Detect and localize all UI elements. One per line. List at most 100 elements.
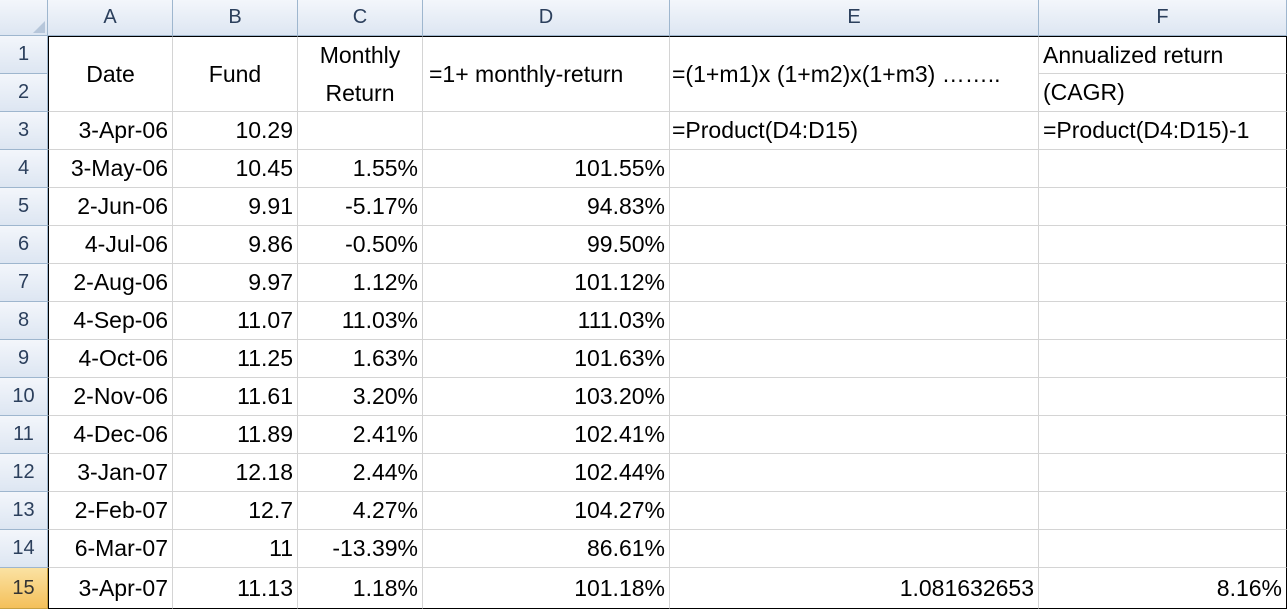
cell-f4[interactable] — [1039, 150, 1287, 188]
cell-b5[interactable]: 9.91 — [173, 188, 298, 226]
cell-a4[interactable]: 3-May-06 — [48, 150, 173, 188]
cell-a1-date-header[interactable]: Date — [48, 36, 173, 112]
row-header-11[interactable]: 11 — [0, 416, 48, 454]
cell-d15[interactable]: 101.18% — [423, 568, 670, 609]
column-header-e[interactable]: E — [670, 0, 1039, 36]
cell-c7[interactable]: 1.12% — [298, 264, 423, 302]
cell-a14[interactable]: 6-Mar-07 — [48, 530, 173, 568]
row-header-14[interactable]: 14 — [0, 530, 48, 568]
cell-e4[interactable] — [670, 150, 1039, 188]
cell-d13[interactable]: 104.27% — [423, 492, 670, 530]
row-header-7[interactable]: 7 — [0, 264, 48, 302]
row-header-13[interactable]: 13 — [0, 492, 48, 530]
cell-b4[interactable]: 10.45 — [173, 150, 298, 188]
cell-f12[interactable] — [1039, 454, 1287, 492]
cell-e11[interactable] — [670, 416, 1039, 454]
cell-f13[interactable] — [1039, 492, 1287, 530]
cell-d8[interactable]: 111.03% — [423, 302, 670, 340]
cell-b11[interactable]: 11.89 — [173, 416, 298, 454]
cell-a3[interactable]: 3-Apr-06 — [48, 112, 173, 150]
cell-f14[interactable] — [1039, 530, 1287, 568]
cell-d12[interactable]: 102.44% — [423, 454, 670, 492]
cell-f6[interactable] — [1039, 226, 1287, 264]
column-header-b[interactable]: B — [173, 0, 298, 36]
row-header-4[interactable]: 4 — [0, 150, 48, 188]
column-header-c[interactable]: C — [298, 0, 423, 36]
cell-d9[interactable]: 101.63% — [423, 340, 670, 378]
cell-d7[interactable]: 101.12% — [423, 264, 670, 302]
cell-d11[interactable]: 102.41% — [423, 416, 670, 454]
cell-a8[interactable]: 4-Sep-06 — [48, 302, 173, 340]
cell-b10[interactable]: 11.61 — [173, 378, 298, 416]
cell-f8[interactable] — [1039, 302, 1287, 340]
cell-c4[interactable]: 1.55% — [298, 150, 423, 188]
cell-e8[interactable] — [670, 302, 1039, 340]
cell-a15[interactable]: 3-Apr-07 — [48, 568, 173, 609]
column-header-d[interactable]: D — [423, 0, 670, 36]
cell-a5[interactable]: 2-Jun-06 — [48, 188, 173, 226]
cell-e6[interactable] — [670, 226, 1039, 264]
cell-e1-product-header[interactable]: =(1+m1)x (1+m2)x(1+m3) …….. — [670, 36, 1039, 112]
row-header-1[interactable]: 1 — [0, 36, 48, 74]
cell-e13[interactable] — [670, 492, 1039, 530]
cell-c15[interactable]: 1.18% — [298, 568, 423, 609]
cell-a13[interactable]: 2-Feb-07 — [48, 492, 173, 530]
cell-b7[interactable]: 9.97 — [173, 264, 298, 302]
row-header-5[interactable]: 5 — [0, 188, 48, 226]
cell-f11[interactable] — [1039, 416, 1287, 454]
cell-c3[interactable] — [298, 112, 423, 150]
row-header-8[interactable]: 8 — [0, 302, 48, 340]
cell-e10[interactable] — [670, 378, 1039, 416]
cell-d5[interactable]: 94.83% — [423, 188, 670, 226]
select-all-corner[interactable] — [0, 0, 48, 36]
cell-b12[interactable]: 12.18 — [173, 454, 298, 492]
row-header-10[interactable]: 10 — [0, 378, 48, 416]
row-header-3[interactable]: 3 — [0, 112, 48, 150]
cell-b1-fund-header[interactable]: Fund — [173, 36, 298, 112]
cell-c14[interactable]: -13.39% — [298, 530, 423, 568]
cell-f10[interactable] — [1039, 378, 1287, 416]
cell-a7[interactable]: 2-Aug-06 — [48, 264, 173, 302]
cell-f15[interactable]: 8.16% — [1039, 568, 1287, 609]
cell-b3[interactable]: 10.29 — [173, 112, 298, 150]
cell-b13[interactable]: 12.7 — [173, 492, 298, 530]
cell-c11[interactable]: 2.41% — [298, 416, 423, 454]
cell-b15[interactable]: 11.13 — [173, 568, 298, 609]
cell-f9[interactable] — [1039, 340, 1287, 378]
cell-c5[interactable]: -5.17% — [298, 188, 423, 226]
cell-f3[interactable]: =Product(D4:D15)-1 — [1039, 112, 1287, 150]
cell-e5[interactable] — [670, 188, 1039, 226]
cell-a11[interactable]: 4-Dec-06 — [48, 416, 173, 454]
cell-e14[interactable] — [670, 530, 1039, 568]
cell-f7[interactable] — [1039, 264, 1287, 302]
cell-d10[interactable]: 103.20% — [423, 378, 670, 416]
cell-c13[interactable]: 4.27% — [298, 492, 423, 530]
cell-e7[interactable] — [670, 264, 1039, 302]
cell-d6[interactable]: 99.50% — [423, 226, 670, 264]
cell-f5[interactable] — [1039, 188, 1287, 226]
cell-e9[interactable] — [670, 340, 1039, 378]
cell-c10[interactable]: 3.20% — [298, 378, 423, 416]
cell-d14[interactable]: 86.61% — [423, 530, 670, 568]
cell-d1-formula-header[interactable]: =1+ monthly-return — [423, 36, 670, 112]
column-header-a[interactable]: A — [48, 0, 173, 36]
cell-b6[interactable]: 9.86 — [173, 226, 298, 264]
cell-d3[interactable] — [423, 112, 670, 150]
cell-c8[interactable]: 11.03% — [298, 302, 423, 340]
row-header-12[interactable]: 12 — [0, 454, 48, 492]
row-header-6[interactable]: 6 — [0, 226, 48, 264]
cell-e12[interactable] — [670, 454, 1039, 492]
column-header-f[interactable]: F — [1039, 0, 1287, 36]
cell-e15[interactable]: 1.081632653 — [670, 568, 1039, 609]
row-header-2[interactable]: 2 — [0, 74, 48, 112]
cell-a10[interactable]: 2-Nov-06 — [48, 378, 173, 416]
cell-b14[interactable]: 11 — [173, 530, 298, 568]
cell-c1-monthly-return-header[interactable]: Monthly Return — [298, 36, 423, 112]
cell-b8[interactable]: 11.07 — [173, 302, 298, 340]
cell-f1-annualized-header[interactable]: Annualized return — [1039, 36, 1287, 74]
cell-e3[interactable]: =Product(D4:D15) — [670, 112, 1039, 150]
cell-c12[interactable]: 2.44% — [298, 454, 423, 492]
row-header-15[interactable]: 15 — [0, 568, 48, 609]
cell-a9[interactable]: 4-Oct-06 — [48, 340, 173, 378]
cell-d4[interactable]: 101.55% — [423, 150, 670, 188]
